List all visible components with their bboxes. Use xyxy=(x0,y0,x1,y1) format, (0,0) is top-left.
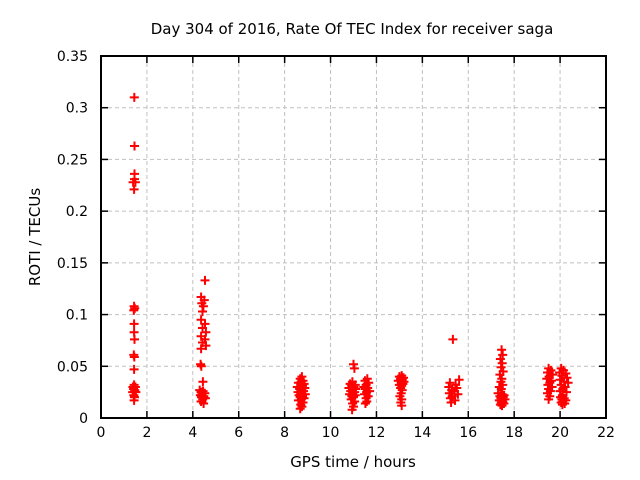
tick-labels: 0 2 4 6 8 10 12 14 16 18 20 22 0 0.05 0.1 0.15 0.2 0.25 0.… xyxy=(57,49,615,441)
data-points xyxy=(128,92,573,415)
x-tick-label: 2 xyxy=(142,425,151,441)
x-tick-label: 14 xyxy=(413,425,431,441)
y-tick-label: 0.3 xyxy=(66,101,88,117)
x-tick-label: 16 xyxy=(459,425,477,441)
y-tick-label: 0.25 xyxy=(57,152,88,168)
x-tick-label: 22 xyxy=(597,425,615,441)
y-tick-label: 0.2 xyxy=(66,204,88,220)
x-tick-label: 18 xyxy=(505,425,523,441)
x-tick-label: 4 xyxy=(188,425,197,441)
x-tick-label: 12 xyxy=(368,425,386,441)
y-axis-label: ROTI / TECUs xyxy=(26,188,44,286)
x-tick-label: 0 xyxy=(97,425,106,441)
x-tick-label: 10 xyxy=(322,425,340,441)
x-tick-label: 8 xyxy=(280,425,289,441)
grid-lines xyxy=(101,56,606,418)
plot-border xyxy=(100,55,607,419)
x-tick-label: 20 xyxy=(551,425,569,441)
y-tick-label: 0 xyxy=(79,411,88,427)
x-axis-label: GPS time / hours xyxy=(290,453,416,471)
x-tick-label: 6 xyxy=(234,425,243,441)
y-tick-label: 0.05 xyxy=(57,359,88,375)
y-tick-label: 0.35 xyxy=(57,49,88,65)
chart-title: Day 304 of 2016, Rate Of TEC Index for r… xyxy=(151,20,554,38)
scatter-plus-markers xyxy=(128,92,573,415)
y-tick-label: 0.1 xyxy=(66,308,88,324)
y-tick-label: 0.15 xyxy=(57,256,88,272)
